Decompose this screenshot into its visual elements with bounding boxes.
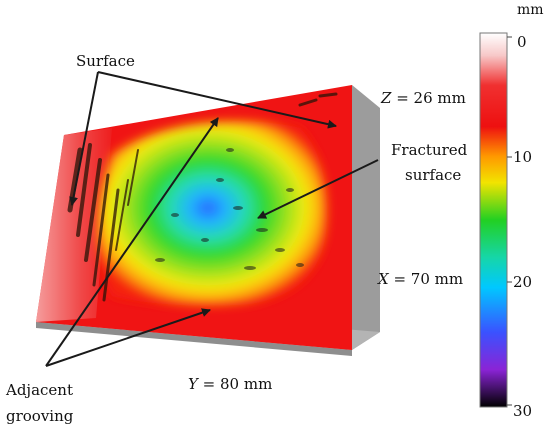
fracture-speckles xyxy=(155,148,304,270)
y-value: = 80 mm xyxy=(198,375,272,393)
colorbar-unit: mm xyxy=(517,2,544,18)
surface-label: Surface xyxy=(76,52,135,70)
arrow-surface-right xyxy=(97,71,337,129)
colorbar-tick-20: 20 xyxy=(513,273,532,291)
fractured-label-line1: Fractured xyxy=(391,141,468,159)
x-value: = 70 mm xyxy=(389,270,463,288)
adjacent-label-line2: grooving xyxy=(6,407,74,425)
arrow-fractured xyxy=(257,159,379,219)
y-var: Y xyxy=(188,375,200,393)
block-bottom-front-face xyxy=(36,322,352,356)
x-dimension-label: X = 70 mm xyxy=(377,270,463,288)
arrow-adjacent-left xyxy=(45,117,219,367)
surface-left-fade xyxy=(36,128,112,322)
y-dimension-label: Y = 80 mm xyxy=(188,375,272,393)
fractured-region xyxy=(98,121,327,306)
colorbar: mm 0 10 20 30 xyxy=(479,2,544,420)
z-dimension-label: Z = 26 mm xyxy=(380,89,466,107)
adjacent-label-line1: Adjacent xyxy=(5,381,73,399)
colorbar-ticks xyxy=(507,36,512,406)
z-value: = 26 mm xyxy=(391,89,465,107)
block-right-face xyxy=(352,85,380,350)
fractured-label-line2: surface xyxy=(405,166,461,184)
top-surface xyxy=(36,85,352,350)
colorbar-tick-30: 30 xyxy=(513,402,532,420)
x-var: X xyxy=(377,270,390,288)
arrow-adjacent-right xyxy=(45,308,211,367)
colorbar-strip xyxy=(479,32,508,408)
annotation-arrows xyxy=(45,71,379,367)
z-var: Z xyxy=(380,89,392,107)
colorbar-tick-0: 0 xyxy=(517,33,527,51)
colorbar-tick-10: 10 xyxy=(513,148,532,166)
arrow-surface-left xyxy=(69,71,99,206)
grooving-streaks xyxy=(67,92,338,302)
